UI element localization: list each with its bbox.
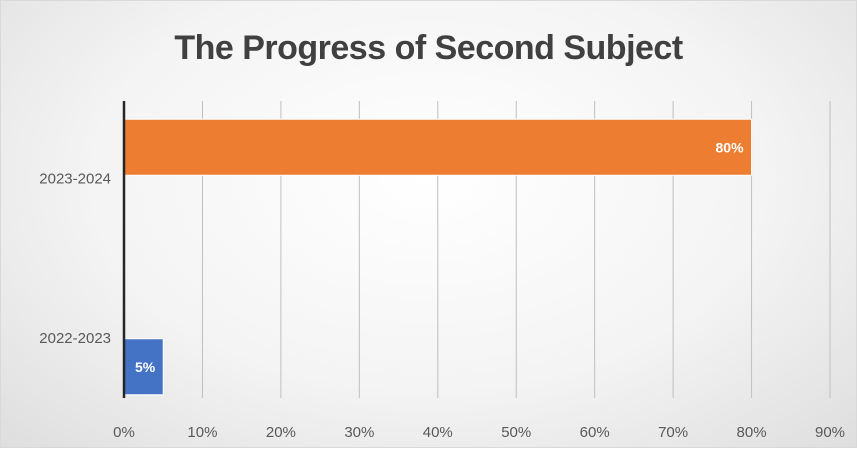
bar-2023-2024 (123, 118, 753, 176)
x-tick-label: 80% (737, 424, 767, 441)
x-tick-label: 0% (113, 424, 135, 441)
x-tick-label: 20% (266, 424, 296, 441)
x-tick-label: 10% (187, 424, 217, 441)
x-tick-label: 40% (423, 424, 453, 441)
data-label-2023-2024: 80% (716, 139, 745, 155)
x-tick-label: 60% (580, 424, 610, 441)
data-label-2022-2023: 5% (135, 359, 156, 375)
x-tick-label: 30% (344, 424, 374, 441)
category-label-2023-2024: 2023-2024 (39, 170, 111, 187)
chart-title: The Progress of Second Subject (174, 29, 683, 67)
x-tick-label: 90% (815, 424, 845, 441)
category-label-2022-2023: 2022-2023 (39, 330, 111, 347)
x-tick-label: 70% (658, 424, 688, 441)
bar-2022-2023 (123, 338, 164, 396)
x-tick-label: 50% (501, 424, 531, 441)
